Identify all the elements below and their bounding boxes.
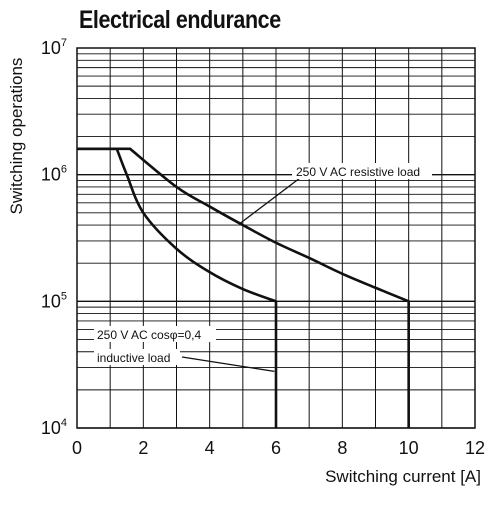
chart-title: Electrical endurance — [79, 6, 281, 34]
x-tick-label: 0 — [72, 438, 82, 458]
inductive-load-leader-line — [181, 356, 275, 373]
y-tick-label: 107 — [41, 37, 67, 58]
inductive-load-label-bg-2 — [94, 349, 180, 365]
resistive-load-label: 250 V AC resistive load — [296, 165, 420, 179]
x-tick-label: 2 — [138, 438, 148, 458]
inductive-load-label-line-1: 250 V AC cosφ=0,4 — [97, 328, 202, 342]
curves — [77, 147, 410, 428]
y-tick-label: 104 — [41, 417, 67, 438]
x-tick-label: 4 — [205, 438, 215, 458]
y-tick-label: 106 — [41, 164, 67, 185]
inductive-load-annotation: 250 V AC cosφ=0,4 inductive load — [94, 326, 275, 373]
x-tick-label: 8 — [337, 438, 347, 458]
resistive-load-curve — [77, 147, 410, 428]
resistive-load-leader-line — [239, 177, 301, 225]
y-tick-label: 105 — [41, 290, 67, 311]
tick-labels: 0 2 4 6 8 10 12 104 105 106 107 — [41, 37, 485, 458]
inductive-load-label-bg-1 — [94, 326, 216, 342]
inductive-load-curve — [77, 147, 278, 428]
y-axis-label: Switching operations — [7, 58, 26, 215]
resistive-load-annotation: 250 V AC resistive load — [239, 163, 432, 225]
resistive-load-label-bg — [292, 163, 432, 179]
x-tick-label: 12 — [465, 438, 485, 458]
x-axis-label: Switching current [A] — [325, 467, 481, 486]
inductive-load-label-line-2: inductive load — [97, 351, 170, 365]
x-tick-label: 6 — [271, 438, 281, 458]
x-tick-label: 10 — [399, 438, 419, 458]
